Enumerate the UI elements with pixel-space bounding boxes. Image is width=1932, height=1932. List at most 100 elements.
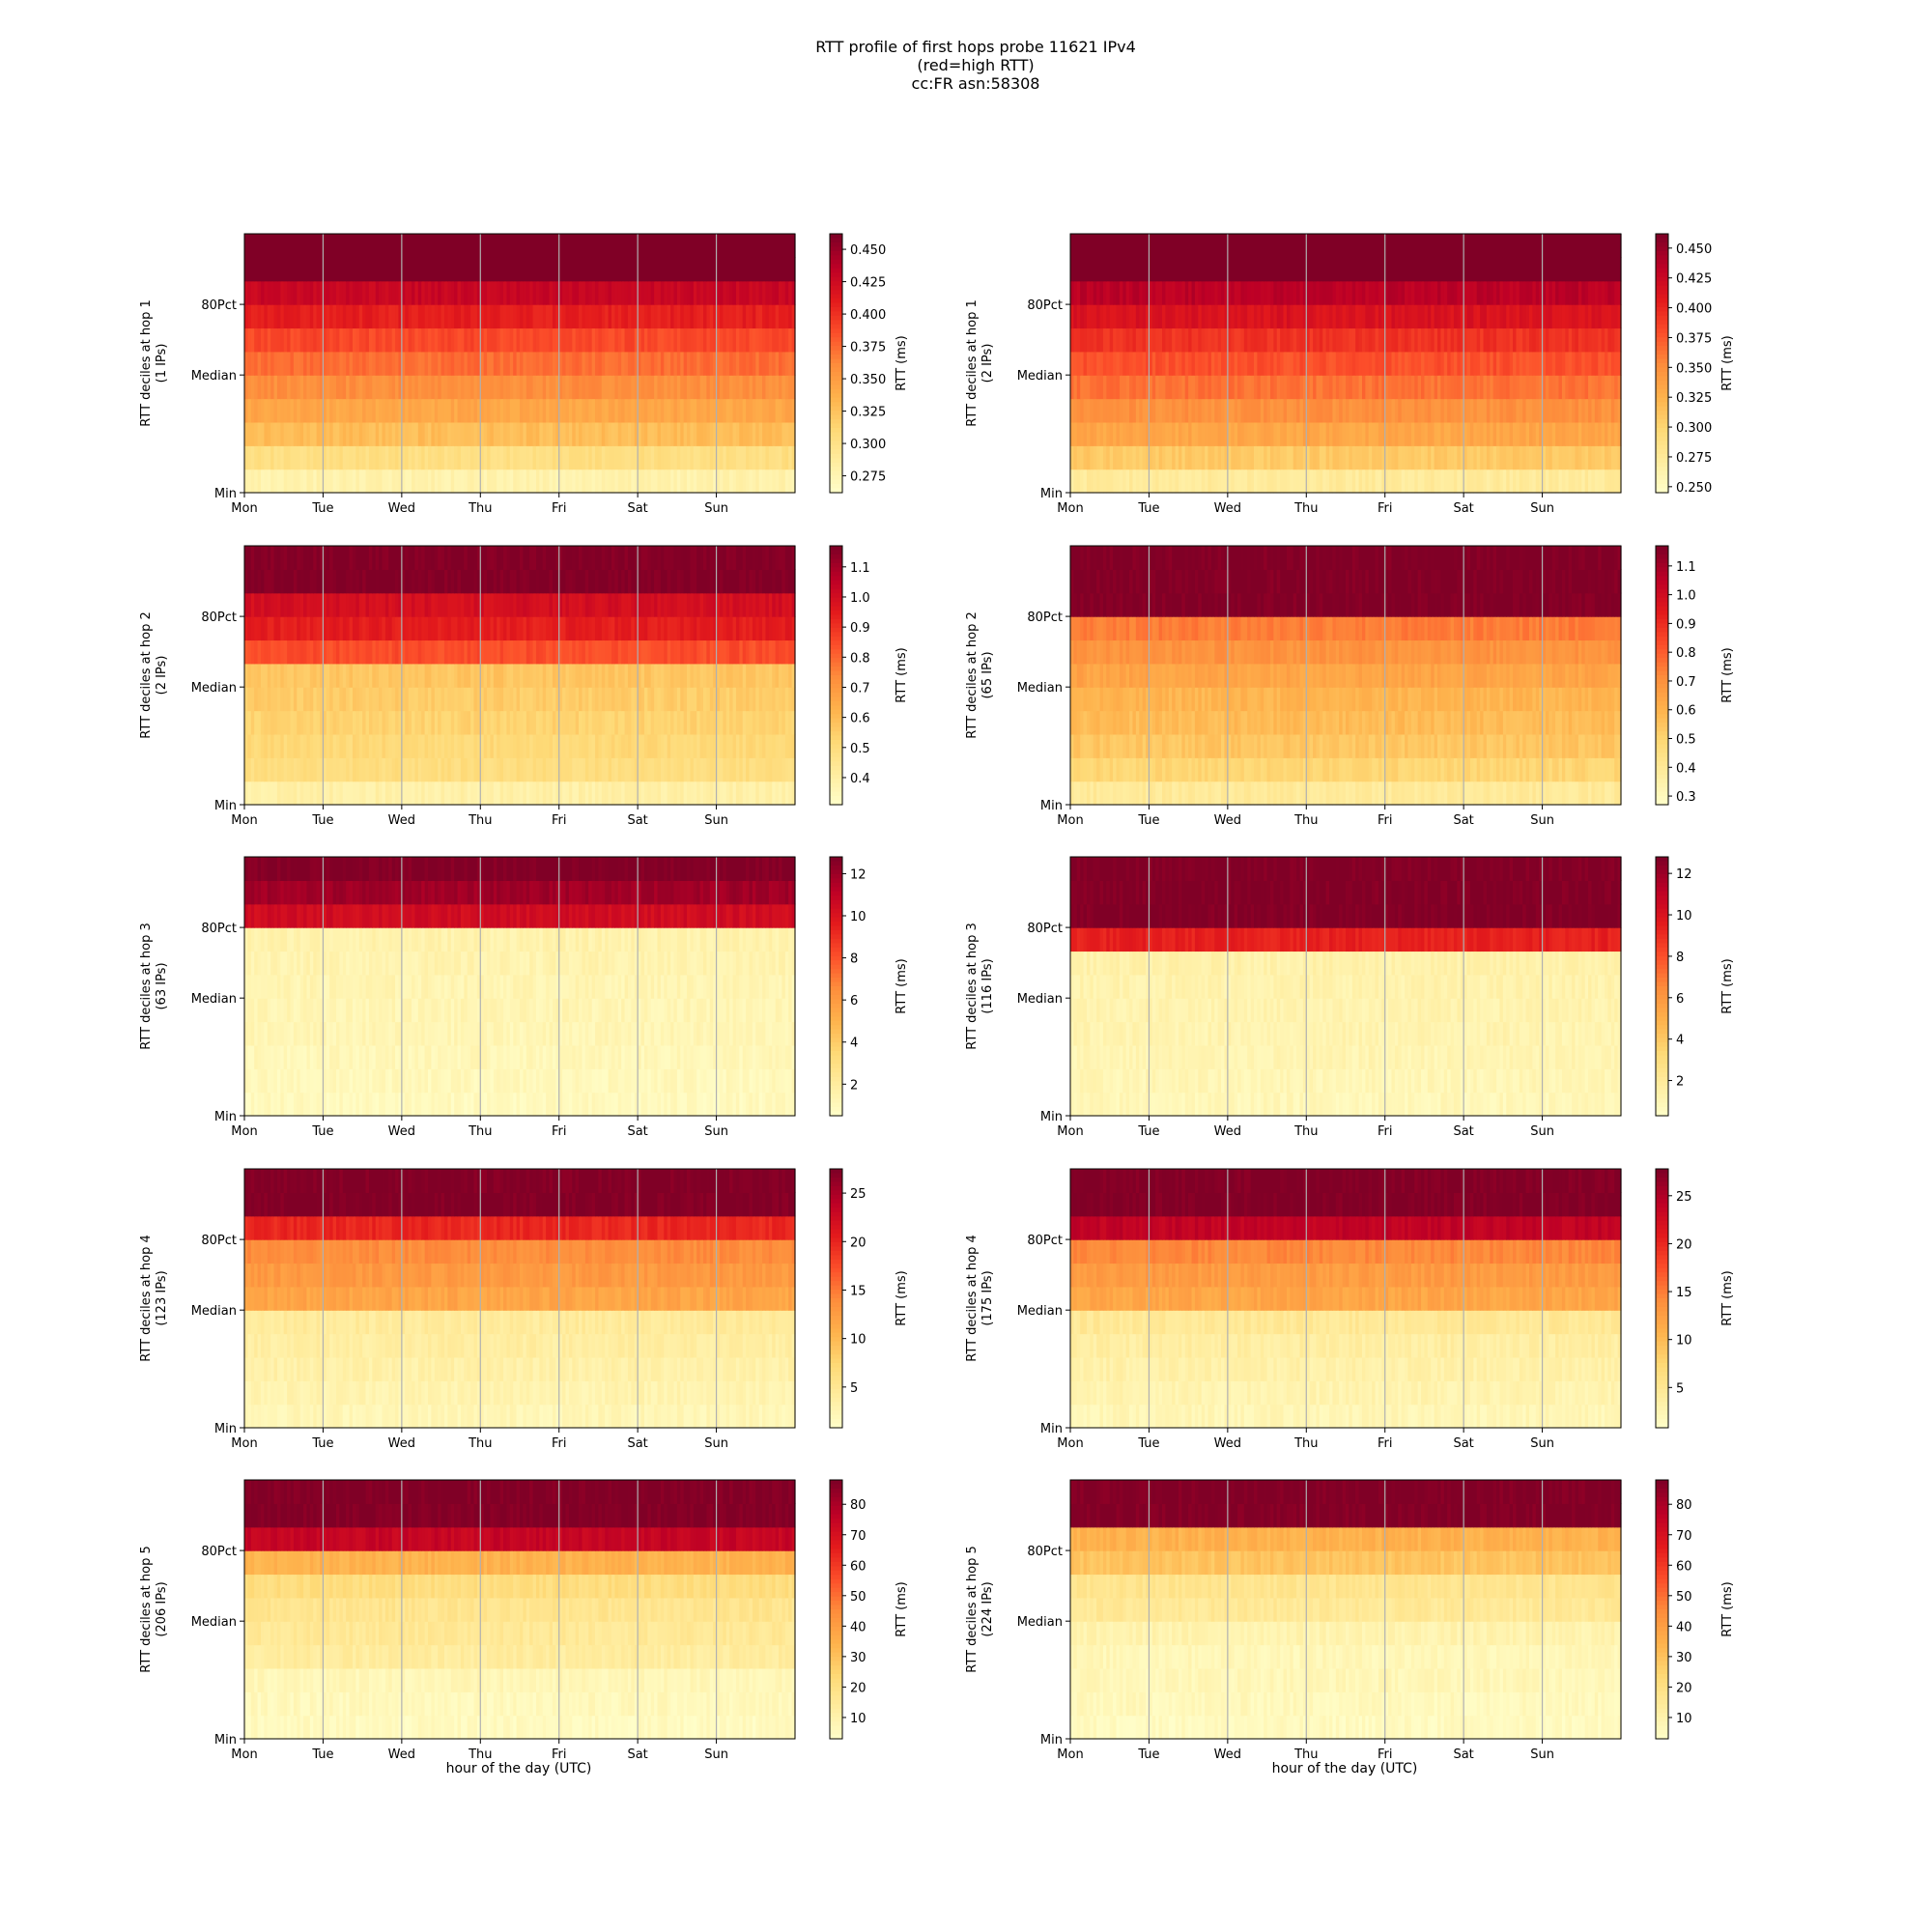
heatmap-cell bbox=[1440, 375, 1444, 399]
heatmap-cell bbox=[1578, 445, 1582, 469]
heatmap-cell bbox=[1395, 352, 1399, 376]
heatmap-cell bbox=[444, 639, 448, 664]
colorbar-tick-label: 0.450 bbox=[1676, 242, 1712, 257]
heatmap-cell bbox=[385, 757, 389, 781]
colorbar-segment bbox=[830, 234, 842, 239]
colorbar-segment bbox=[830, 372, 842, 377]
heatmap-cell bbox=[1546, 469, 1549, 494]
heatmap-cell bbox=[1179, 422, 1182, 446]
heatmap-cell bbox=[385, 352, 389, 376]
heatmap-cell bbox=[294, 375, 298, 399]
y-axis-sublabel: (1 IPs) bbox=[155, 344, 169, 384]
heatmap-cell bbox=[651, 757, 655, 781]
heatmap-cell bbox=[1247, 399, 1251, 423]
colorbar-segment bbox=[830, 277, 842, 282]
heatmap-cell bbox=[661, 352, 665, 376]
heatmap-cell bbox=[1326, 352, 1330, 376]
heatmap-cell bbox=[743, 257, 747, 281]
heatmap-cell bbox=[673, 234, 677, 258]
heatmap-cell bbox=[1614, 422, 1618, 446]
heatmap-cell bbox=[684, 445, 688, 469]
heatmap-cell bbox=[1132, 234, 1136, 258]
heatmap-cell bbox=[1546, 327, 1549, 352]
heatmap-cell bbox=[592, 445, 596, 469]
heatmap-cell bbox=[306, 469, 310, 494]
heatmap-cell bbox=[1349, 352, 1352, 376]
heatmap-cell bbox=[490, 687, 494, 711]
heatmap-cell bbox=[339, 257, 343, 281]
heatmap-cell bbox=[720, 757, 724, 781]
heatmap-cell bbox=[353, 257, 356, 281]
heatmap-cell bbox=[546, 734, 550, 758]
heatmap-cell bbox=[536, 422, 540, 446]
heatmap-cell bbox=[684, 664, 688, 688]
colorbar-segment bbox=[830, 440, 842, 445]
heatmap-cell bbox=[1165, 469, 1169, 494]
heatmap-cell bbox=[546, 469, 550, 494]
heatmap-cell bbox=[776, 422, 780, 446]
heatmap-cell bbox=[1440, 304, 1444, 328]
heatmap-cell bbox=[1349, 399, 1352, 423]
colorbar-segment bbox=[1656, 411, 1668, 415]
heatmap-cell bbox=[696, 445, 700, 469]
heatmap-cell bbox=[1110, 281, 1114, 305]
heatmap-cell bbox=[605, 445, 609, 469]
heatmap-cell bbox=[536, 664, 540, 688]
heatmap-cell bbox=[776, 711, 780, 735]
heatmap-cell bbox=[1179, 234, 1182, 258]
heatmap-cell bbox=[294, 304, 298, 328]
colorbar-segment bbox=[1656, 376, 1668, 381]
y-tick-label: 80Pct bbox=[201, 298, 237, 313]
heatmap-cell bbox=[1316, 281, 1320, 305]
x-tick-label: Sun bbox=[1530, 501, 1554, 516]
heatmap-cell bbox=[605, 234, 609, 258]
heatmap-cell bbox=[1270, 257, 1274, 281]
heatmap-cell bbox=[317, 445, 321, 469]
colorbar-segment bbox=[830, 242, 842, 247]
heatmap-cell bbox=[1569, 399, 1573, 423]
heatmap-cell bbox=[1202, 257, 1206, 281]
heatmap-cell bbox=[684, 711, 688, 735]
heatmap-cell bbox=[1499, 304, 1503, 328]
heatmap-cell bbox=[1326, 375, 1330, 399]
heatmap-cell bbox=[569, 257, 573, 281]
heatmap-cell bbox=[1143, 234, 1147, 258]
heatmap-cell bbox=[1602, 445, 1605, 469]
heatmap-cell bbox=[431, 257, 435, 281]
heatmap-cell bbox=[513, 687, 517, 711]
heatmap-cell bbox=[1546, 257, 1549, 281]
heatmap-cell bbox=[513, 281, 517, 305]
heatmap-cell bbox=[362, 639, 366, 664]
heatmap-cell bbox=[513, 304, 517, 328]
heatmap-cell bbox=[1073, 304, 1077, 328]
heatmap-cell bbox=[720, 687, 724, 711]
heatmap-cell bbox=[294, 257, 298, 281]
heatmap-cell bbox=[444, 281, 448, 305]
heatmap-cell bbox=[294, 757, 298, 781]
heatmap-cell bbox=[1569, 304, 1573, 328]
heatmap-cell bbox=[1418, 327, 1422, 352]
heatmap-cell bbox=[1326, 304, 1330, 328]
heatmap-cell bbox=[569, 687, 573, 711]
heatmap-cell bbox=[536, 757, 540, 781]
heatmap-cell bbox=[317, 687, 321, 711]
heatmap-cell bbox=[454, 234, 458, 258]
heatmap-cell bbox=[729, 469, 733, 494]
heatmap-cell bbox=[317, 399, 321, 423]
heatmap-cell bbox=[743, 469, 747, 494]
heatmap-cell bbox=[385, 234, 389, 258]
heatmap-cell bbox=[329, 734, 333, 758]
heatmap-cell bbox=[294, 639, 298, 664]
heatmap-cell bbox=[661, 664, 665, 688]
heatmap-cell bbox=[1110, 469, 1114, 494]
heatmap-cell bbox=[605, 781, 609, 806]
heatmap-cell bbox=[1087, 352, 1091, 376]
heatmap-cell bbox=[431, 711, 435, 735]
heatmap-cell bbox=[1372, 399, 1376, 423]
heatmap-cell bbox=[651, 399, 655, 423]
heatmap-cell bbox=[546, 687, 550, 711]
colorbar-segment bbox=[830, 384, 842, 389]
heatmap-cell bbox=[536, 234, 540, 258]
heatmap-cell bbox=[628, 234, 632, 258]
heatmap-cell bbox=[1614, 375, 1618, 399]
